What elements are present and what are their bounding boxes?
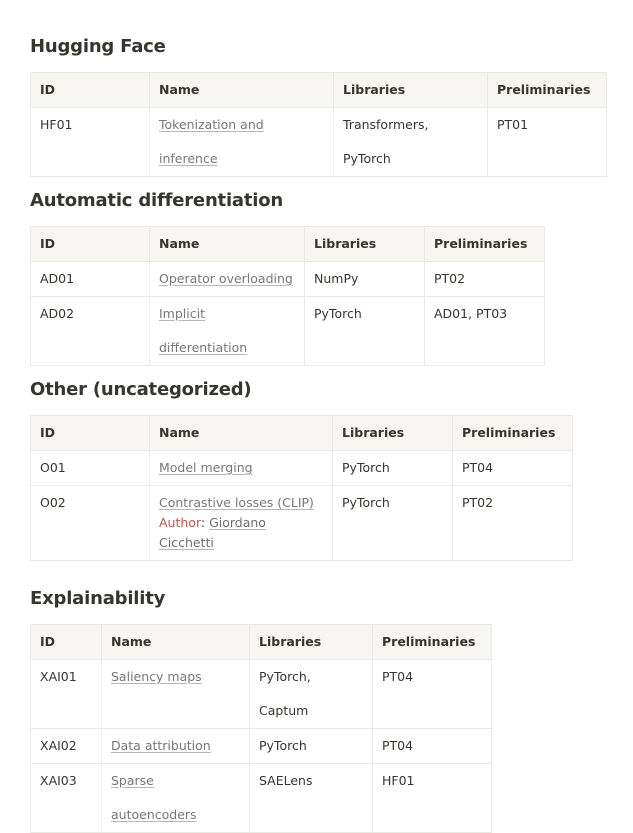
table-row: HF01 Tokenization and inference Transforme… — [30, 107, 607, 177]
project-link[interactable]: Operator overloading — [159, 271, 293, 286]
project-link[interactable]: Contrastive losses (CLIP) — [159, 495, 314, 510]
cell-preliminaries: PT04 — [372, 659, 492, 729]
column-header-preliminaries: Preliminaries — [487, 72, 607, 108]
column-header-preliminaries: Preliminaries — [372, 624, 492, 660]
table-row: AD01 Operator overloading NumPy PT02 — [30, 261, 545, 297]
cell-name: Data attribution — [101, 728, 250, 764]
cell-id: O02 — [30, 485, 150, 561]
column-header-name: Name — [101, 624, 250, 660]
cell-preliminaries: PT04 — [372, 728, 492, 764]
cell-id: XAI03 — [30, 763, 102, 833]
table-header-row: ID Name Libraries Preliminaries — [30, 72, 607, 108]
column-header-id: ID — [30, 72, 150, 108]
cell-name: Implicit differentiation — [149, 296, 305, 366]
cell-id: XAI02 — [30, 728, 102, 764]
section-heading: Hugging Face — [30, 36, 166, 57]
section-1: Automatic differentiation ID Name Libraries… — [30, 188, 545, 366]
table-header-row: ID Name Libraries Preliminaries — [30, 226, 545, 262]
table-header-row: ID Name Libraries Preliminaries — [30, 415, 573, 451]
cell-libraries: PyTorch — [332, 485, 453, 561]
cell-id: AD01 — [30, 261, 150, 297]
cell-libraries: PyTorch — [332, 450, 453, 486]
cell-id: O01 — [30, 450, 150, 486]
projects-table: ID Name Libraries Preliminaries HF01 Tokeniza… — [30, 72, 607, 177]
section-3: Explainability ID Name Libraries Preliminari… — [30, 586, 492, 833]
column-header-libraries: Libraries — [249, 624, 373, 660]
cell-name: Sparse autoencoders — [101, 763, 250, 833]
cell-libraries: SAELens — [249, 763, 373, 833]
projects-table: ID Name Libraries Preliminaries O01 Model mer… — [30, 415, 573, 561]
section-heading: Explainability — [30, 588, 166, 609]
column-header-libraries: Libraries — [332, 415, 453, 451]
column-header-libraries: Libraries — [333, 72, 488, 108]
column-header-name: Name — [149, 226, 305, 262]
cell-preliminaries: PT02 — [452, 485, 573, 561]
project-link[interactable]: Tokenization and inference — [159, 117, 264, 166]
cell-name: Model merging — [149, 450, 333, 486]
cell-libraries: NumPy — [304, 261, 425, 297]
projects-table: ID Name Libraries Preliminaries XAI01 Salienc… — [30, 624, 492, 833]
table-row: O01 Model merging PyTorch PT04 — [30, 450, 573, 486]
cell-id: HF01 — [30, 107, 150, 177]
column-header-name: Name — [149, 72, 334, 108]
author-link[interactable]: Giordano Cicchetti — [159, 515, 266, 550]
cell-preliminaries: HF01 — [372, 763, 492, 833]
cell-name: Operator overloading — [149, 261, 305, 297]
table-row: AD02 Implicit differentiation PyTorch AD01,… — [30, 296, 545, 366]
author-label: Author — [159, 515, 201, 530]
column-header-libraries: Libraries — [304, 226, 425, 262]
cell-preliminaries: PT04 — [452, 450, 573, 486]
table-row: XAI01 Saliency maps PyTorch, Captum PT04 — [30, 659, 492, 729]
project-link[interactable]: Saliency maps — [111, 669, 202, 684]
projects-table: ID Name Libraries Preliminaries AD01 Operator… — [30, 226, 545, 366]
column-header-preliminaries: Preliminaries — [424, 226, 545, 262]
section-2: Other (uncategorized) ID Name Libraries Prel… — [30, 377, 573, 561]
cell-id: XAI01 — [30, 659, 102, 729]
cell-name: Saliency maps — [101, 659, 250, 729]
cell-name: Tokenization and inference — [149, 107, 334, 177]
project-link[interactable]: Data attribution — [111, 738, 211, 753]
section-heading: Other (uncategorized) — [30, 379, 252, 400]
cell-id: AD02 — [30, 296, 150, 366]
column-header-id: ID — [30, 226, 150, 262]
author-separator: : — [200, 515, 210, 530]
project-link[interactable]: Implicit differentiation — [159, 306, 248, 355]
column-header-id: ID — [30, 415, 150, 451]
table-row: XAI03 Sparse autoencoders SAELens HF01 — [30, 763, 492, 833]
cell-libraries: PyTorch, Captum — [249, 659, 373, 729]
section-0: Hugging Face ID Name Libraries Preliminaries… — [30, 34, 607, 177]
table-header-row: ID Name Libraries Preliminaries — [30, 624, 492, 660]
table-row: XAI02 Data attribution PyTorch PT04 — [30, 728, 492, 764]
cell-libraries: Transformers, PyTorch — [333, 107, 488, 177]
cell-name: Contrastive losses (CLIP) Author: Giordan… — [149, 485, 333, 561]
column-header-preliminaries: Preliminaries — [452, 415, 573, 451]
column-header-id: ID — [30, 624, 102, 660]
cell-preliminaries: AD01, PT03 — [424, 296, 545, 366]
column-header-name: Name — [149, 415, 333, 451]
cell-libraries: PyTorch — [249, 728, 373, 764]
cell-preliminaries: PT02 — [424, 261, 545, 297]
table-row: O02 Contrastive losses (CLIP) Author: Gior… — [30, 485, 573, 561]
project-link[interactable]: Model merging — [159, 460, 253, 475]
cell-libraries: PyTorch — [304, 296, 425, 366]
cell-preliminaries: PT01 — [487, 107, 607, 177]
section-heading: Automatic differentiation — [30, 190, 284, 211]
